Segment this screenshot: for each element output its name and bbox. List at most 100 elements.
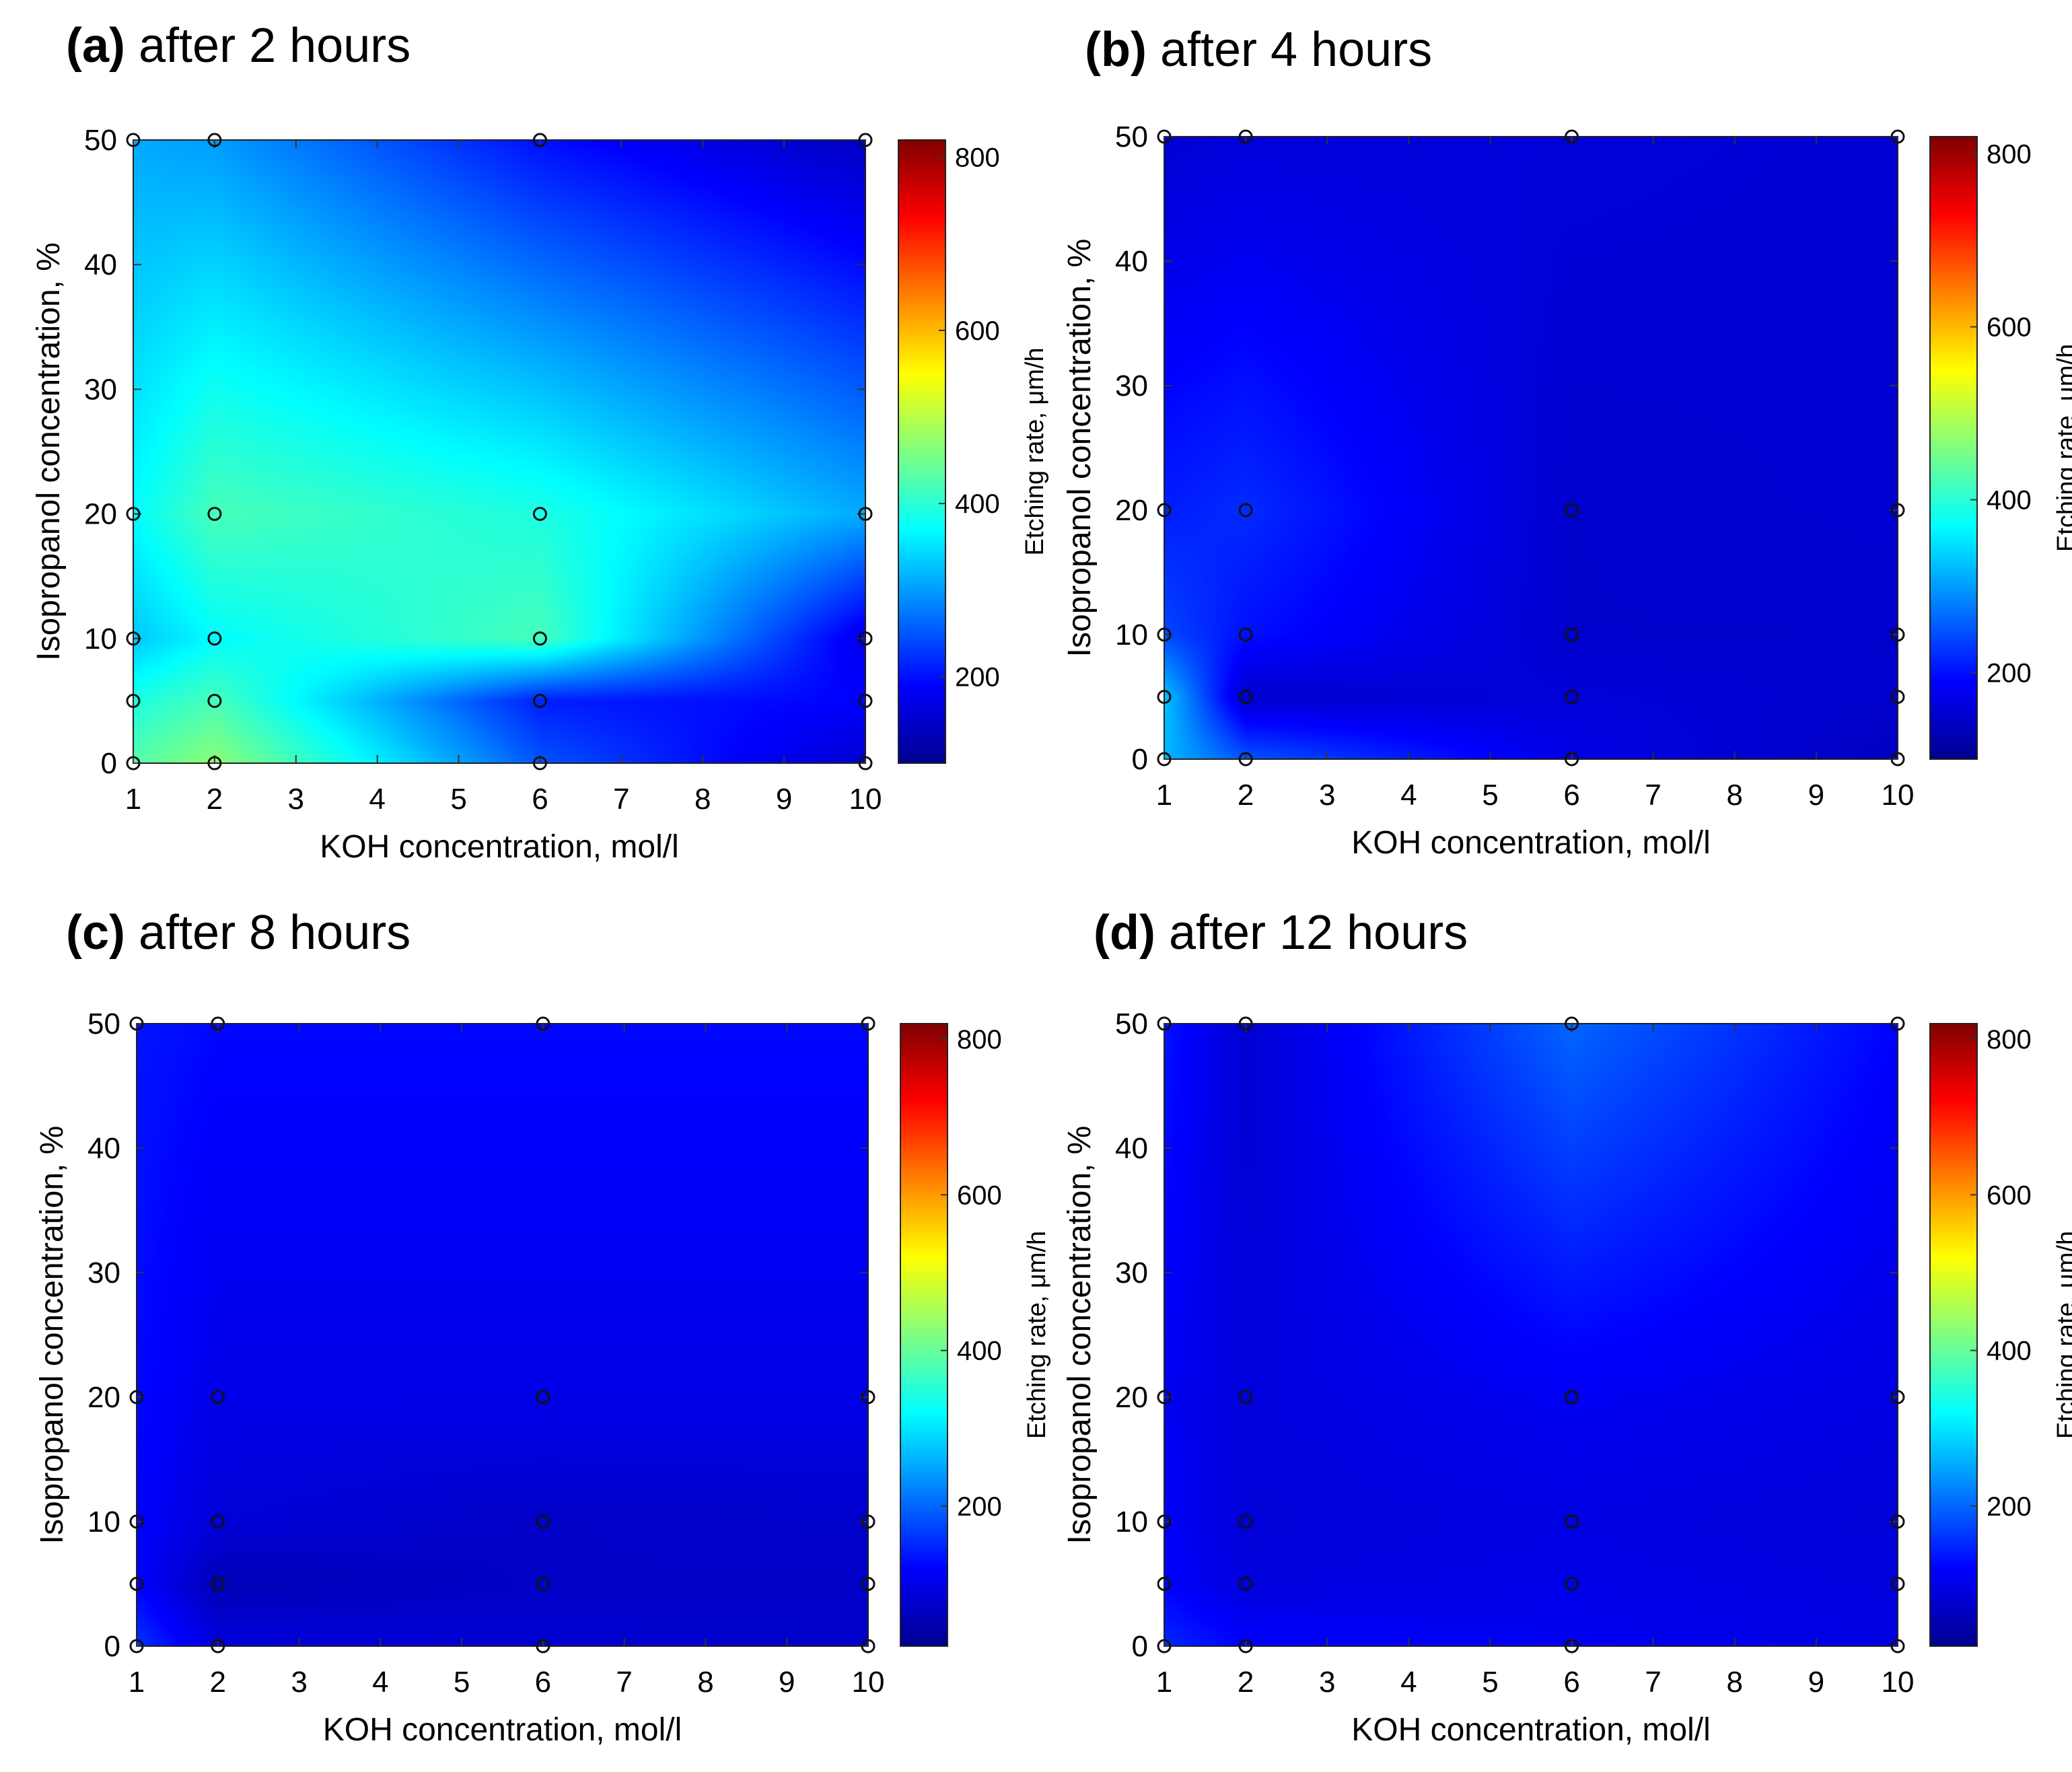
colorbar [1930, 137, 1977, 759]
panel-title: (b) after 4 hours [1085, 23, 1432, 77]
sample-point [861, 1514, 876, 1529]
x-tick-label: 2 [207, 783, 223, 816]
colorbar [1930, 1024, 1977, 1646]
y-tick-label: 50 [1115, 120, 1148, 153]
sample-point [1238, 1639, 1253, 1654]
x-tick-label: 3 [288, 783, 304, 816]
sample-point [1890, 129, 1905, 144]
colorbar-tick-label: 200 [955, 662, 1000, 692]
y-tick-label: 20 [84, 498, 117, 531]
x-tick-label: 3 [1319, 1666, 1335, 1699]
sample-point [1890, 1514, 1905, 1529]
colorbar-frame [1929, 136, 1978, 760]
colorbar-tick-label: 400 [955, 489, 1000, 519]
y-axis-label: Isopropanol concentration, % [31, 242, 67, 661]
y-tick-label: 10 [1115, 1505, 1148, 1538]
colorbar-tick-label: 800 [957, 1025, 1002, 1055]
x-tick-label: 8 [1727, 1666, 1743, 1699]
x-tick-label: 10 [1882, 1666, 1915, 1699]
sample-point [1565, 1390, 1579, 1405]
sample-point [211, 1577, 225, 1591]
x-axis-label: KOH concentration, mol/l [1351, 1712, 1711, 1748]
sample-point [211, 1016, 225, 1031]
x-tick-label: 7 [613, 783, 629, 816]
sample-point [858, 507, 873, 522]
sample-point [532, 693, 547, 708]
x-tick-label: 2 [1238, 779, 1254, 812]
sample-point [858, 693, 873, 708]
sample-point [1238, 1514, 1253, 1529]
sample-point [1238, 690, 1253, 704]
x-tick-label: 10 [852, 1666, 885, 1699]
colorbar-tick-label: 800 [955, 143, 1000, 173]
x-tick-label: 8 [694, 783, 711, 816]
y-tick-label: 10 [87, 1505, 120, 1538]
plot-frame [136, 1023, 869, 1647]
sample-point [129, 1016, 144, 1031]
y-tick-label: 10 [84, 623, 117, 655]
colorbar [900, 1024, 948, 1646]
x-tick-label: 8 [697, 1666, 713, 1699]
x-tick-label: 5 [450, 783, 466, 816]
sample-point [1565, 503, 1579, 518]
x-tick-label: 7 [616, 1666, 632, 1699]
sample-point [1565, 1514, 1579, 1529]
sample-point [1157, 1639, 1172, 1654]
x-tick-label: 1 [125, 783, 141, 816]
y-tick-label: 40 [1115, 1132, 1148, 1165]
sample-point [1890, 1016, 1905, 1031]
sample-point [861, 1390, 876, 1405]
sample-point [858, 756, 873, 771]
sample-point [861, 1639, 876, 1654]
x-tick-label: 9 [1808, 1666, 1824, 1699]
x-axis-label: KOH concentration, mol/l [1351, 825, 1711, 861]
panel-b: 1 2 3 4 5 6 7 8 9 10 0 10 20 30 40 50 KOH concentration,… [1062, 23, 2072, 861]
sample-point [1890, 752, 1905, 767]
x-tick-label: 1 [129, 1666, 145, 1699]
sample-point [532, 133, 547, 147]
panel-title: (c) after 8 hours [66, 906, 410, 960]
sample-point [536, 1639, 550, 1654]
sample-point [532, 631, 547, 646]
sample-point [1157, 129, 1172, 144]
x-tick-label: 6 [1563, 779, 1579, 812]
sample-point [211, 1514, 225, 1529]
panel-title-text: after 4 hours [1147, 23, 1432, 77]
sample-point [858, 133, 873, 147]
heatmap-surface [133, 140, 865, 763]
x-tick-label: 4 [1400, 1666, 1417, 1699]
y-tick-label: 40 [87, 1132, 120, 1165]
colorbar-tick-label: 600 [1987, 313, 2032, 343]
x-tick-label: 9 [776, 783, 792, 816]
y-tick-label: 30 [1115, 1256, 1148, 1289]
colorbar-frame [898, 139, 946, 764]
plot-frame [133, 139, 866, 764]
sample-point [858, 631, 873, 646]
sample-point [129, 1577, 144, 1591]
sample-point [126, 631, 141, 646]
sample-point [1157, 1016, 1172, 1031]
x-tick-label: 6 [1563, 1666, 1579, 1699]
sample-point [1890, 1390, 1905, 1405]
x-tick-label: 2 [1238, 1666, 1254, 1699]
sample-point [207, 133, 222, 147]
colorbar-frame [1929, 1023, 1978, 1647]
panel-title: (a) after 2 hours [66, 19, 410, 73]
x-axis-label: KOH concentration, mol/l [323, 1712, 682, 1748]
y-tick-label: 30 [87, 1256, 120, 1289]
y-tick-label: 40 [84, 248, 117, 281]
x-tick-label: 4 [1400, 779, 1417, 812]
panel-a: 1 2 3 4 5 6 7 8 9 10 0 10 20 30 40 50 KOH concentration,… [31, 19, 1049, 865]
sample-point [1565, 1016, 1579, 1031]
sample-point [1238, 1016, 1253, 1031]
x-tick-label: 5 [1482, 1666, 1498, 1699]
sample-point [1157, 627, 1172, 642]
y-tick-label: 50 [87, 1007, 120, 1040]
y-tick-label: 50 [84, 124, 117, 157]
x-tick-label: 9 [1808, 779, 1824, 812]
x-tick-label: 8 [1727, 779, 1743, 812]
x-tick-label: 3 [291, 1666, 307, 1699]
sample-point [536, 1577, 550, 1591]
